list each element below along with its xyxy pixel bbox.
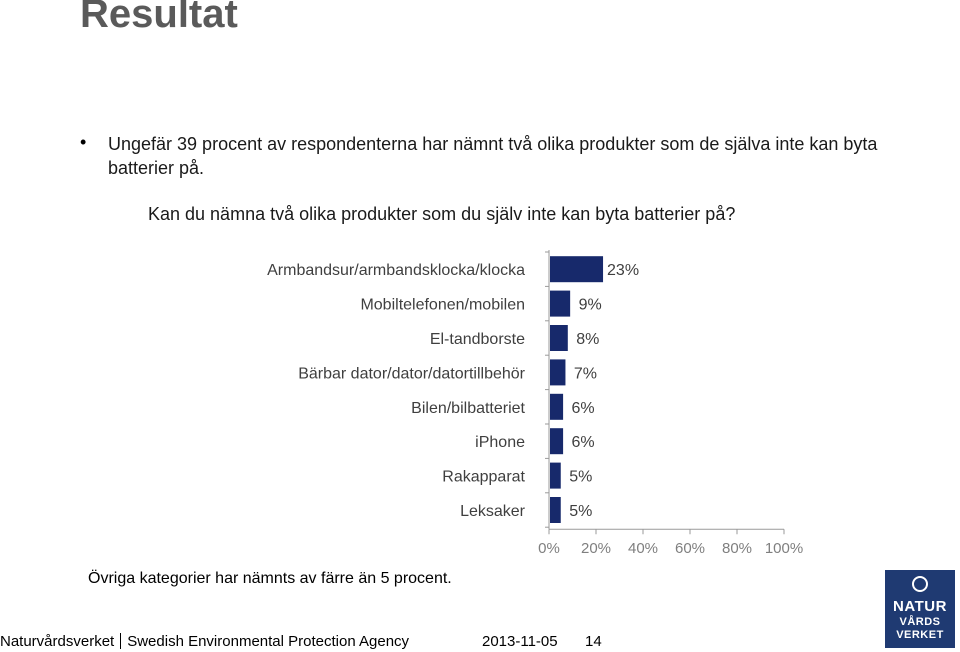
value-label: 7% bbox=[574, 365, 597, 382]
x-tick-label: 20% bbox=[581, 540, 611, 557]
category-label: El-tandborste bbox=[430, 331, 525, 348]
value-labels: 23% 9% 8% 7% 6% 6% 5% 5% bbox=[569, 262, 639, 520]
value-label: 5% bbox=[569, 469, 592, 486]
bar bbox=[550, 497, 561, 523]
category-label: iPhone bbox=[475, 434, 525, 451]
value-label: 6% bbox=[572, 434, 595, 451]
footer-org-en: Swedish Environmental Protection Agency bbox=[127, 633, 410, 650]
page-number: 14 bbox=[585, 633, 602, 650]
footnote: Övriga kategorier har nämnts av färre än… bbox=[88, 570, 452, 587]
bar bbox=[550, 428, 564, 455]
footer-org: Naturvårdsverket bbox=[0, 633, 115, 650]
category-label: Armbandsur/armbandsklocka/klocka bbox=[267, 262, 525, 279]
bullet-text: Ungefär 39 procent av respondenterna har… bbox=[108, 134, 878, 178]
category-label: Bärbar dator/dator/datortillbehör bbox=[298, 365, 525, 382]
page-title: Resultat bbox=[80, 0, 238, 36]
value-label: 8% bbox=[576, 331, 599, 348]
footer: Naturvårdsverket Swedish Environmental Pr… bbox=[0, 633, 602, 650]
category-labels: Armbandsur/armbandsklocka/klocka Mobiltel… bbox=[267, 262, 526, 520]
x-tick-label: 60% bbox=[675, 540, 705, 557]
logo-line3: VERKET bbox=[896, 629, 944, 641]
category-label: Leksaker bbox=[460, 503, 526, 520]
x-tick-label: 100% bbox=[765, 540, 803, 557]
value-label: 5% bbox=[569, 503, 592, 520]
value-label: 6% bbox=[572, 400, 595, 417]
value-label: 9% bbox=[579, 297, 602, 314]
value-label: 23% bbox=[607, 262, 639, 279]
category-label: Rakapparat bbox=[442, 469, 525, 486]
bar bbox=[550, 325, 568, 351]
x-tick-label: 0% bbox=[538, 540, 560, 557]
x-tick-label: 80% bbox=[722, 540, 752, 557]
logo-line2: VÅRDS bbox=[899, 616, 941, 628]
bar bbox=[550, 290, 571, 317]
x-tick-label: 40% bbox=[628, 540, 658, 557]
bar bbox=[550, 256, 604, 283]
survey-question: Kan du nämna två olika produkter som du … bbox=[148, 204, 736, 224]
bar bbox=[550, 393, 564, 420]
logo-line1: NATUR bbox=[893, 598, 947, 615]
tick-labels: 0% 20% 40% 60% 80% 100% bbox=[538, 540, 803, 557]
chart-bars bbox=[550, 256, 604, 523]
bar bbox=[550, 359, 566, 386]
chart-axis bbox=[545, 250, 785, 535]
naturvardsverket-logo: NATUR VÅRDS VERKET bbox=[885, 570, 955, 648]
bullet-dot-icon: • bbox=[80, 132, 87, 152]
category-label: Bilen/bilbatteriet bbox=[411, 400, 525, 417]
bar bbox=[550, 462, 561, 489]
footer-separator bbox=[120, 633, 122, 649]
crown-emblem-icon bbox=[912, 576, 928, 592]
category-label: Mobiltelefonen/mobilen bbox=[360, 297, 525, 314]
footer-date: 2013-11-05 bbox=[482, 633, 558, 650]
